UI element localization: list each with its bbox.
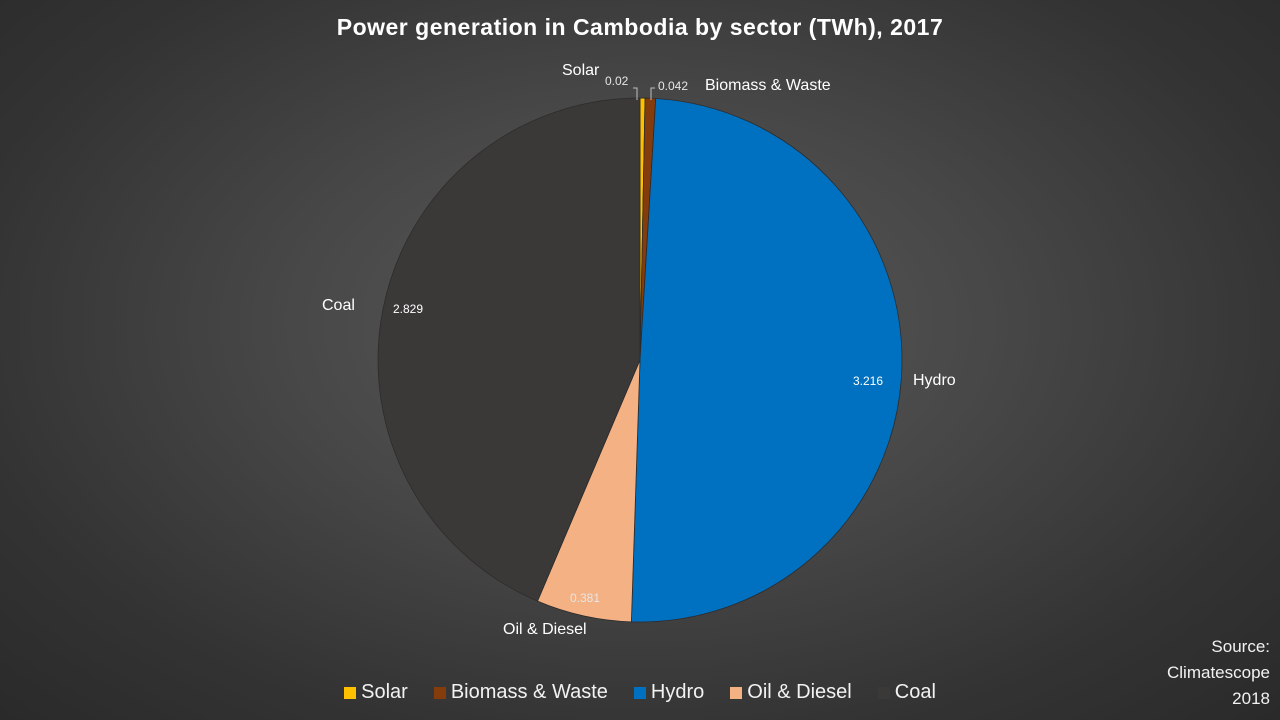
solar-swatch-icon bbox=[344, 686, 357, 699]
legend-item-coal: Coal bbox=[877, 681, 936, 704]
source-line-3: 2018 bbox=[1232, 689, 1270, 708]
legend-label: Biomass & Waste bbox=[450, 681, 608, 703]
pie-slice-coal bbox=[377, 97, 641, 602]
solar-category-label: Solar bbox=[562, 62, 600, 79]
legend-item-oil: Oil & Diesel bbox=[730, 681, 852, 704]
biomass-swatch-icon bbox=[433, 686, 446, 699]
coal-swatch-icon bbox=[877, 686, 890, 699]
legend-item-hydro: Hydro bbox=[633, 681, 705, 704]
legend-label: Coal bbox=[894, 681, 936, 703]
biomass-value-label: 0.042 bbox=[658, 79, 689, 93]
solar-leader-line bbox=[633, 87, 638, 100]
legend-label: Solar bbox=[361, 681, 408, 703]
legend-item-solar: Solar bbox=[344, 681, 408, 704]
hydro-value-label: 3.216 bbox=[853, 374, 884, 388]
oil-category-label: Oil & Diesel bbox=[503, 621, 587, 638]
coal-value-label: 2.829 bbox=[393, 302, 424, 316]
biomass-category-label: Biomass & Waste bbox=[705, 77, 831, 94]
hydro-category-label: Hydro bbox=[913, 372, 956, 389]
source-line-2: Climatescope bbox=[1167, 663, 1270, 682]
legend-item-biomass: Biomass & Waste bbox=[433, 681, 608, 704]
hydro-swatch-icon bbox=[633, 686, 646, 699]
pie-slice-hydro bbox=[630, 98, 903, 623]
source-note: Source: Climatescope 2018 bbox=[1167, 634, 1270, 712]
oil-value-label: 0.381 bbox=[570, 591, 601, 605]
legend-label: Hydro bbox=[650, 681, 705, 703]
pie-slices bbox=[377, 97, 903, 623]
legend-label: Oil & Diesel bbox=[747, 681, 852, 703]
chart-legend: Solar Biomass & Waste Hydro Oil & Diesel… bbox=[0, 681, 1280, 704]
solar-value-label: 0.02 bbox=[605, 74, 629, 88]
chart-title: Power generation in Cambodia by sector (… bbox=[336, 14, 944, 40]
coal-category-label: Coal bbox=[322, 297, 355, 314]
biomass-leader-line bbox=[650, 87, 655, 100]
source-line-1: Source: bbox=[1211, 637, 1270, 656]
oil-swatch-icon bbox=[730, 686, 743, 699]
